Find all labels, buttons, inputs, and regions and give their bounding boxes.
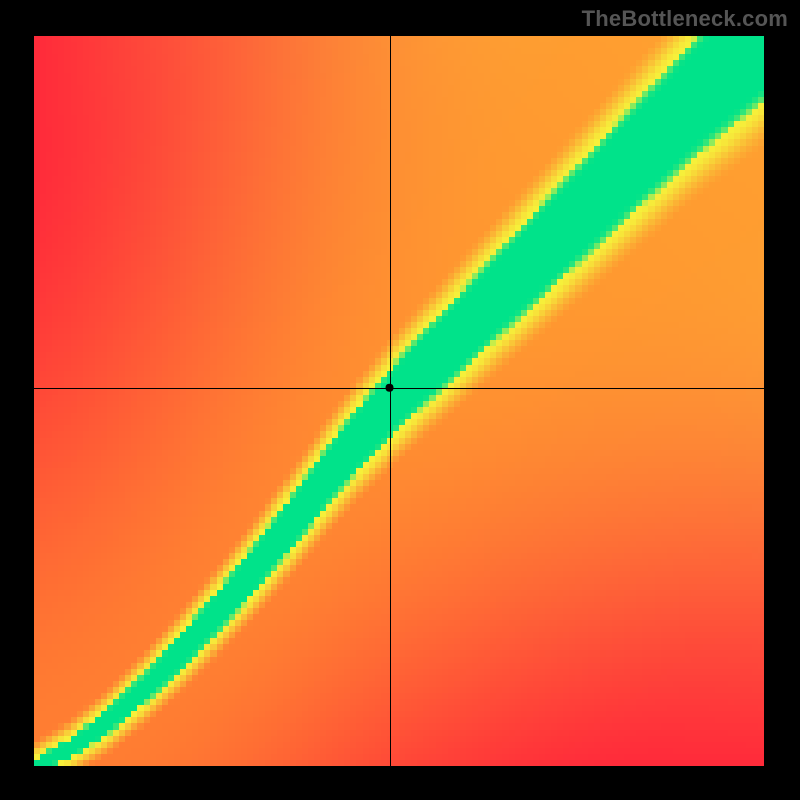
bottleneck-heatmap: [34, 36, 764, 766]
attribution-text: TheBottleneck.com: [582, 6, 788, 32]
chart-stage: TheBottleneck.com: [0, 0, 800, 800]
